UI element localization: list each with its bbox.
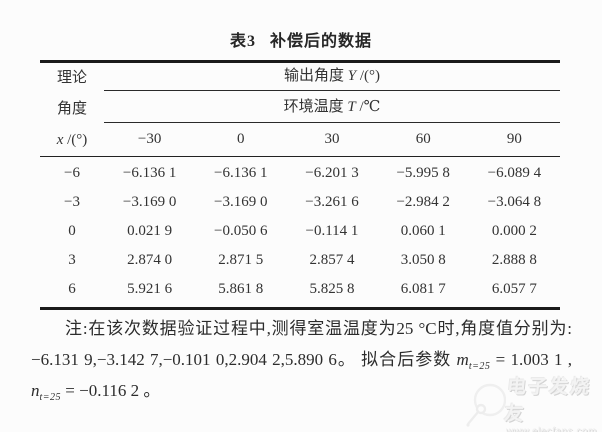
n-equation: = −0.116 2 。 <box>61 381 161 400</box>
table-body: −6 −6.136 1 −6.136 1 −6.201 3 −5.995 8 −… <box>40 157 560 307</box>
table-number: 表3 <box>229 33 256 50</box>
data-cell: 0.021 9 <box>127 223 173 239</box>
y-variable: Y <box>347 68 357 84</box>
n-variable: n <box>31 381 40 400</box>
table-row: 3 2.874 0 2.871 5 2.857 4 3.050 8 2.888 … <box>40 246 560 275</box>
table-caption: 表3 补偿后的数据 <box>0 27 602 51</box>
data-table: 理论 角度 x /(°) 输出角度 Y /(°) 环境温度 T /℃ −30 0… <box>40 60 560 310</box>
temperature-label: 环境温度 <box>283 99 348 115</box>
watermark-url: www.elecfans.com <box>506 425 597 432</box>
row-header-line2: 角度 <box>56 101 87 117</box>
watermark-text-block: 电子发烧友 www.elecfans.com <box>503 372 600 432</box>
n-subscript: t=25 <box>39 392 62 403</box>
data-cell: −0.050 6 <box>214 223 268 239</box>
data-cell: 2.871 5 <box>218 252 264 268</box>
watermark-brand: 电子发烧友 <box>503 376 593 425</box>
t-variable: T <box>347 99 356 115</box>
ambient-temperature-header: 环境温度 T /℃ <box>104 91 560 123</box>
m-subscript: t=25 <box>468 361 491 372</box>
temp-col-header: 30 <box>324 131 340 147</box>
data-cell: 6.081 7 <box>400 281 446 297</box>
x-variable: x <box>56 132 64 148</box>
table-row: 6 5.921 6 5.861 8 5.825 8 6.081 7 6.057 … <box>40 275 560 304</box>
data-cell: 0.060 1 <box>400 223 446 239</box>
data-cell: 5.921 6 <box>127 281 173 297</box>
row-header-line1: 理论 <box>56 70 87 86</box>
data-cell: −6.136 1 <box>214 165 268 181</box>
x-value-cell: 0 <box>68 223 76 239</box>
m-variable: m <box>456 350 469 369</box>
column-group-headers: 输出角度 Y /(°) 环境温度 T /℃ −30 0 30 60 90 <box>104 63 560 156</box>
output-angle-header: 输出角度 Y /(°) <box>104 63 560 91</box>
data-cell: −0.114 1 <box>305 223 359 239</box>
data-cell: 6.057 7 <box>491 281 537 297</box>
table-title: 补偿后的数据 <box>270 33 373 50</box>
table-header: 理论 角度 x /(°) 输出角度 Y /(°) 环境温度 T /℃ −30 0… <box>40 63 560 157</box>
data-cell: −2.984 2 <box>396 194 450 210</box>
data-cell: −6.201 3 <box>305 165 359 181</box>
table-note: 注:在该次数据验证过程中,测得室温温度为25 °C时,角度值分别为:−6.131… <box>31 313 572 406</box>
temp-col-header: 60 <box>415 131 431 147</box>
x-value-cell: −6 <box>64 165 80 181</box>
temperature-values-row: −30 0 30 60 90 <box>104 123 560 156</box>
row-header-unit: x /(°) <box>40 133 104 148</box>
temp-col-header: −30 <box>137 131 162 147</box>
x-value-cell: 3 <box>68 252 76 268</box>
data-cell: 2.857 4 <box>309 252 355 268</box>
data-cell: −3.169 0 <box>214 194 268 210</box>
elecfans-logo-icon <box>466 383 506 427</box>
data-cell: 3.050 8 <box>400 252 446 268</box>
data-cell: −3.261 6 <box>305 194 359 210</box>
temp-col-header: 0 <box>237 131 245 147</box>
x-value-cell: 6 <box>68 281 76 297</box>
data-cell: −3.169 0 <box>122 194 177 210</box>
data-cell: −6.089 4 <box>487 165 542 181</box>
data-cell: −3.064 8 <box>487 194 542 210</box>
row-header-cell: 理论 角度 x /(°) <box>40 63 104 156</box>
x-unit: /(°) <box>63 132 88 148</box>
temp-col-header: 90 <box>506 131 522 147</box>
data-cell: −5.995 8 <box>396 165 450 181</box>
data-cell: 5.861 8 <box>218 281 264 297</box>
note-text: 注:在该次数据验证过程中,测得室温温度为25 °C时,角度值分别为:−6.131… <box>31 319 572 369</box>
data-cell: 2.888 8 <box>491 252 537 268</box>
data-cell: 0.000 2 <box>491 223 537 239</box>
output-angle-label: 输出角度 <box>283 68 348 84</box>
data-cell: 5.825 8 <box>309 281 355 297</box>
table-row: 0 0.021 9 −0.050 6 −0.114 1 0.060 1 0.00… <box>40 217 560 246</box>
m-equation: = 1.003 1 , <box>490 350 573 369</box>
data-cell: −6.136 1 <box>122 165 177 181</box>
data-cell: 2.874 0 <box>127 252 173 268</box>
watermark: 电子发烧友 www.elecfans.com <box>466 377 600 432</box>
table-row: −6 −6.136 1 −6.136 1 −6.201 3 −5.995 8 −… <box>40 159 560 188</box>
x-value-cell: −3 <box>64 194 80 210</box>
y-unit: /(°) <box>356 68 380 84</box>
table-row: −3 −3.169 0 −3.169 0 −3.261 6 −2.984 2 −… <box>40 188 560 217</box>
t-unit: /℃ <box>355 99 381 115</box>
